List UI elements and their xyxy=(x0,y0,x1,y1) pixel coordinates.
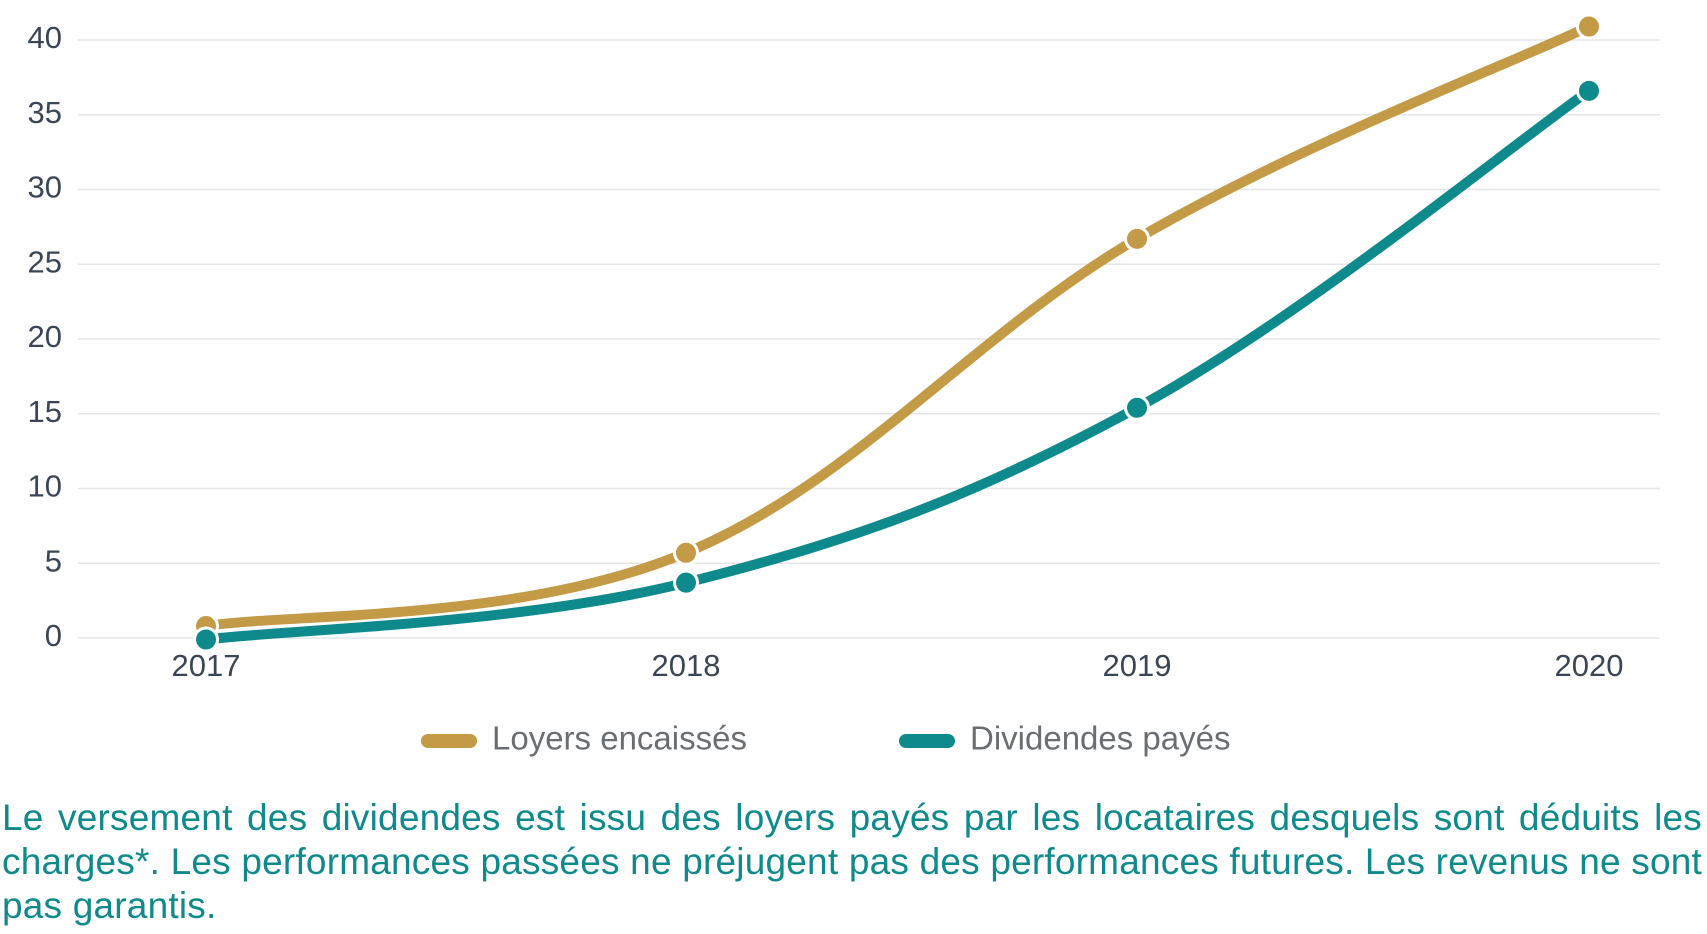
x-tick-label: 2020 xyxy=(1555,648,1624,683)
y-tick-label: 0 xyxy=(45,618,62,653)
series-lines xyxy=(193,13,1602,653)
line-chart: 0 5 10 15 20 25 30 35 40 2017 2018 2019 2020 Loyers… xyxy=(28,13,1660,757)
series-line-0 xyxy=(201,21,1594,632)
legend: Loyers encaissés Dividendes payés xyxy=(421,720,1231,757)
series-line-1 xyxy=(201,85,1594,645)
legend-label: Dividendes payés xyxy=(970,720,1231,757)
y-tick-label: 40 xyxy=(28,20,62,55)
data-point xyxy=(673,539,699,566)
legend-label: Loyers encaissés xyxy=(492,720,747,757)
data-point xyxy=(193,626,219,653)
y-axis: 0 5 10 15 20 25 30 35 40 xyxy=(28,20,62,653)
y-tick-label: 15 xyxy=(28,394,62,429)
x-tick-label: 2018 xyxy=(652,648,721,683)
gridlines xyxy=(78,39,1660,639)
y-tick-label: 5 xyxy=(45,543,62,578)
y-tick-label: 25 xyxy=(28,244,62,279)
footnote: Le versement des dividendes est issu des… xyxy=(2,797,1702,926)
y-tick-label: 35 xyxy=(28,95,62,130)
data-point xyxy=(673,569,699,596)
y-tick-label: 30 xyxy=(28,170,62,205)
x-tick-label: 2017 xyxy=(172,648,241,683)
x-tick-label: 2019 xyxy=(1103,648,1172,683)
data-point xyxy=(1576,13,1602,40)
y-tick-label: 20 xyxy=(28,319,62,354)
data-point xyxy=(1124,225,1150,252)
data-point xyxy=(1576,77,1602,104)
x-axis: 2017 2018 2019 2020 xyxy=(172,648,1624,683)
data-point xyxy=(1124,394,1150,421)
y-tick-label: 10 xyxy=(28,469,62,504)
